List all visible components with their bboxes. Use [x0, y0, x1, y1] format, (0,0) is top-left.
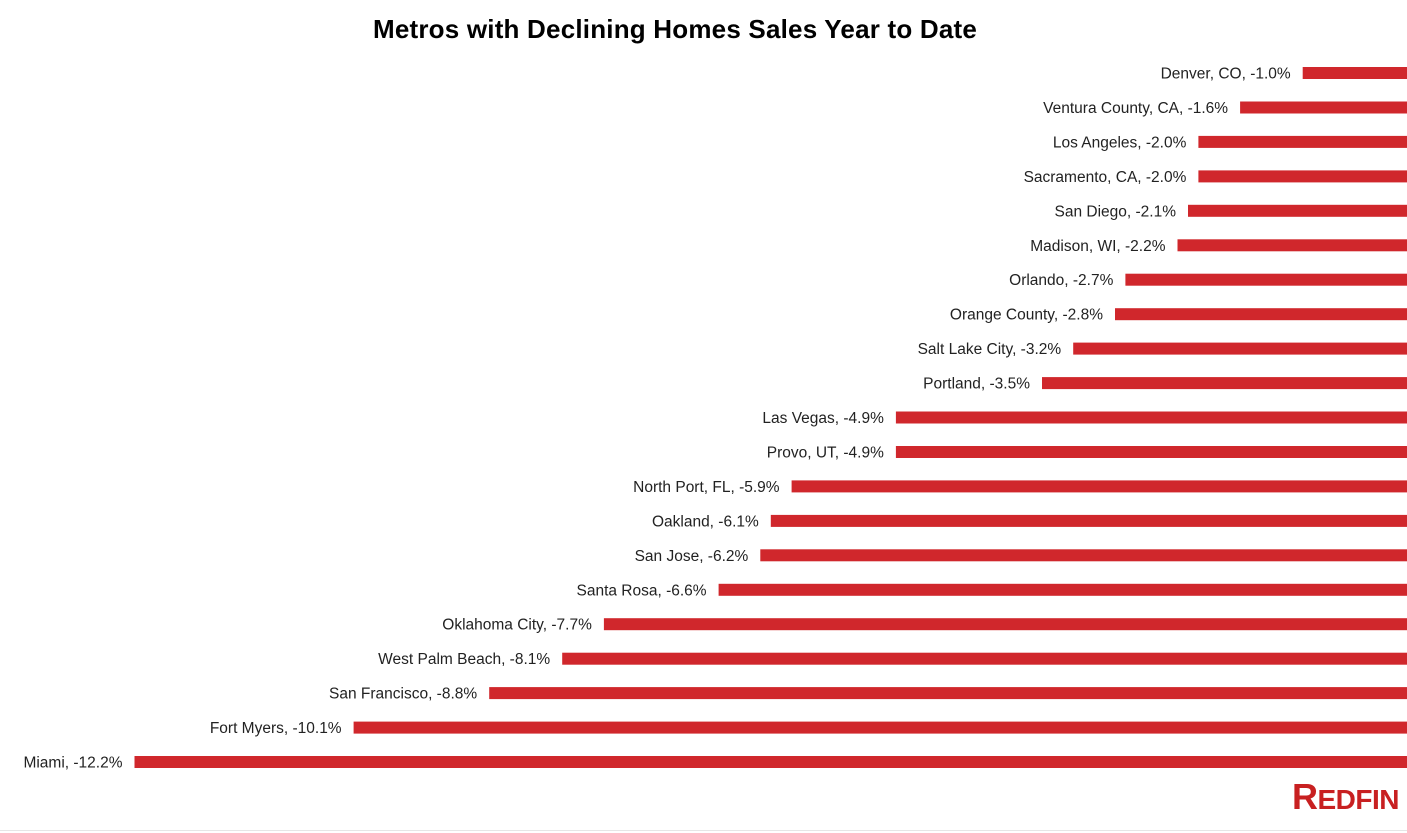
bar	[1073, 342, 1407, 355]
bar-label: West Palm Beach, -8.1%	[378, 651, 550, 668]
bar-label: North Port, FL, -5.9%	[633, 479, 780, 496]
bar-label: Oklahoma City, -7.7%	[442, 617, 592, 634]
bar	[770, 514, 1407, 527]
bar-label: Miami, -12.2%	[23, 755, 122, 772]
bar-label: San Jose, -6.2%	[635, 548, 749, 565]
bar-label: Las Vegas, -4.9%	[762, 410, 884, 427]
bar-label: Orlando, -2.7%	[1009, 272, 1113, 289]
bar	[603, 618, 1407, 631]
bar-label: Salt Lake City, -3.2%	[918, 341, 1062, 358]
bar-label: Ventura County, CA, -1.6%	[1043, 100, 1228, 117]
bar-label: Orange County, -2.8%	[950, 307, 1103, 324]
bar-label: Provo, UT, -4.9%	[767, 445, 884, 462]
bar	[1115, 308, 1407, 321]
bar	[353, 721, 1407, 734]
redfin-logo: REDFIN	[1292, 776, 1399, 817]
bar	[1188, 204, 1407, 217]
bar	[895, 411, 1407, 424]
bar	[1302, 67, 1407, 79]
bar	[760, 549, 1407, 562]
bar-label: Sacramento, CA, -2.0%	[1024, 169, 1187, 186]
bar-label: Santa Rosa, -6.6%	[576, 582, 706, 599]
bar-label: Denver, CO, -1.0%	[1161, 66, 1291, 83]
chart-title: Metros with Declining Homes Sales Year t…	[372, 14, 977, 44]
bar	[562, 652, 1407, 665]
bar-label: Los Angeles, -2.0%	[1053, 134, 1187, 151]
bar-label: Fort Myers, -10.1%	[210, 720, 342, 737]
bar-label: San Francisco, -8.8%	[329, 686, 477, 703]
bar-label: Portland, -3.5%	[923, 376, 1030, 393]
bar	[1177, 239, 1407, 252]
bar	[1240, 101, 1407, 114]
bar	[1125, 273, 1407, 286]
bar-label: Oakland, -6.1%	[652, 513, 759, 530]
bar	[134, 756, 1407, 768]
bar-label: San Diego, -2.1%	[1055, 203, 1177, 220]
bar	[791, 480, 1407, 493]
bottom-divider	[0, 830, 1407, 831]
bar	[718, 583, 1407, 596]
bar	[895, 446, 1407, 458]
bar	[1198, 135, 1407, 148]
bar-label: Madison, WI, -2.2%	[1030, 238, 1165, 255]
bar	[1042, 377, 1407, 390]
bar	[1198, 170, 1407, 183]
bar	[489, 687, 1407, 700]
